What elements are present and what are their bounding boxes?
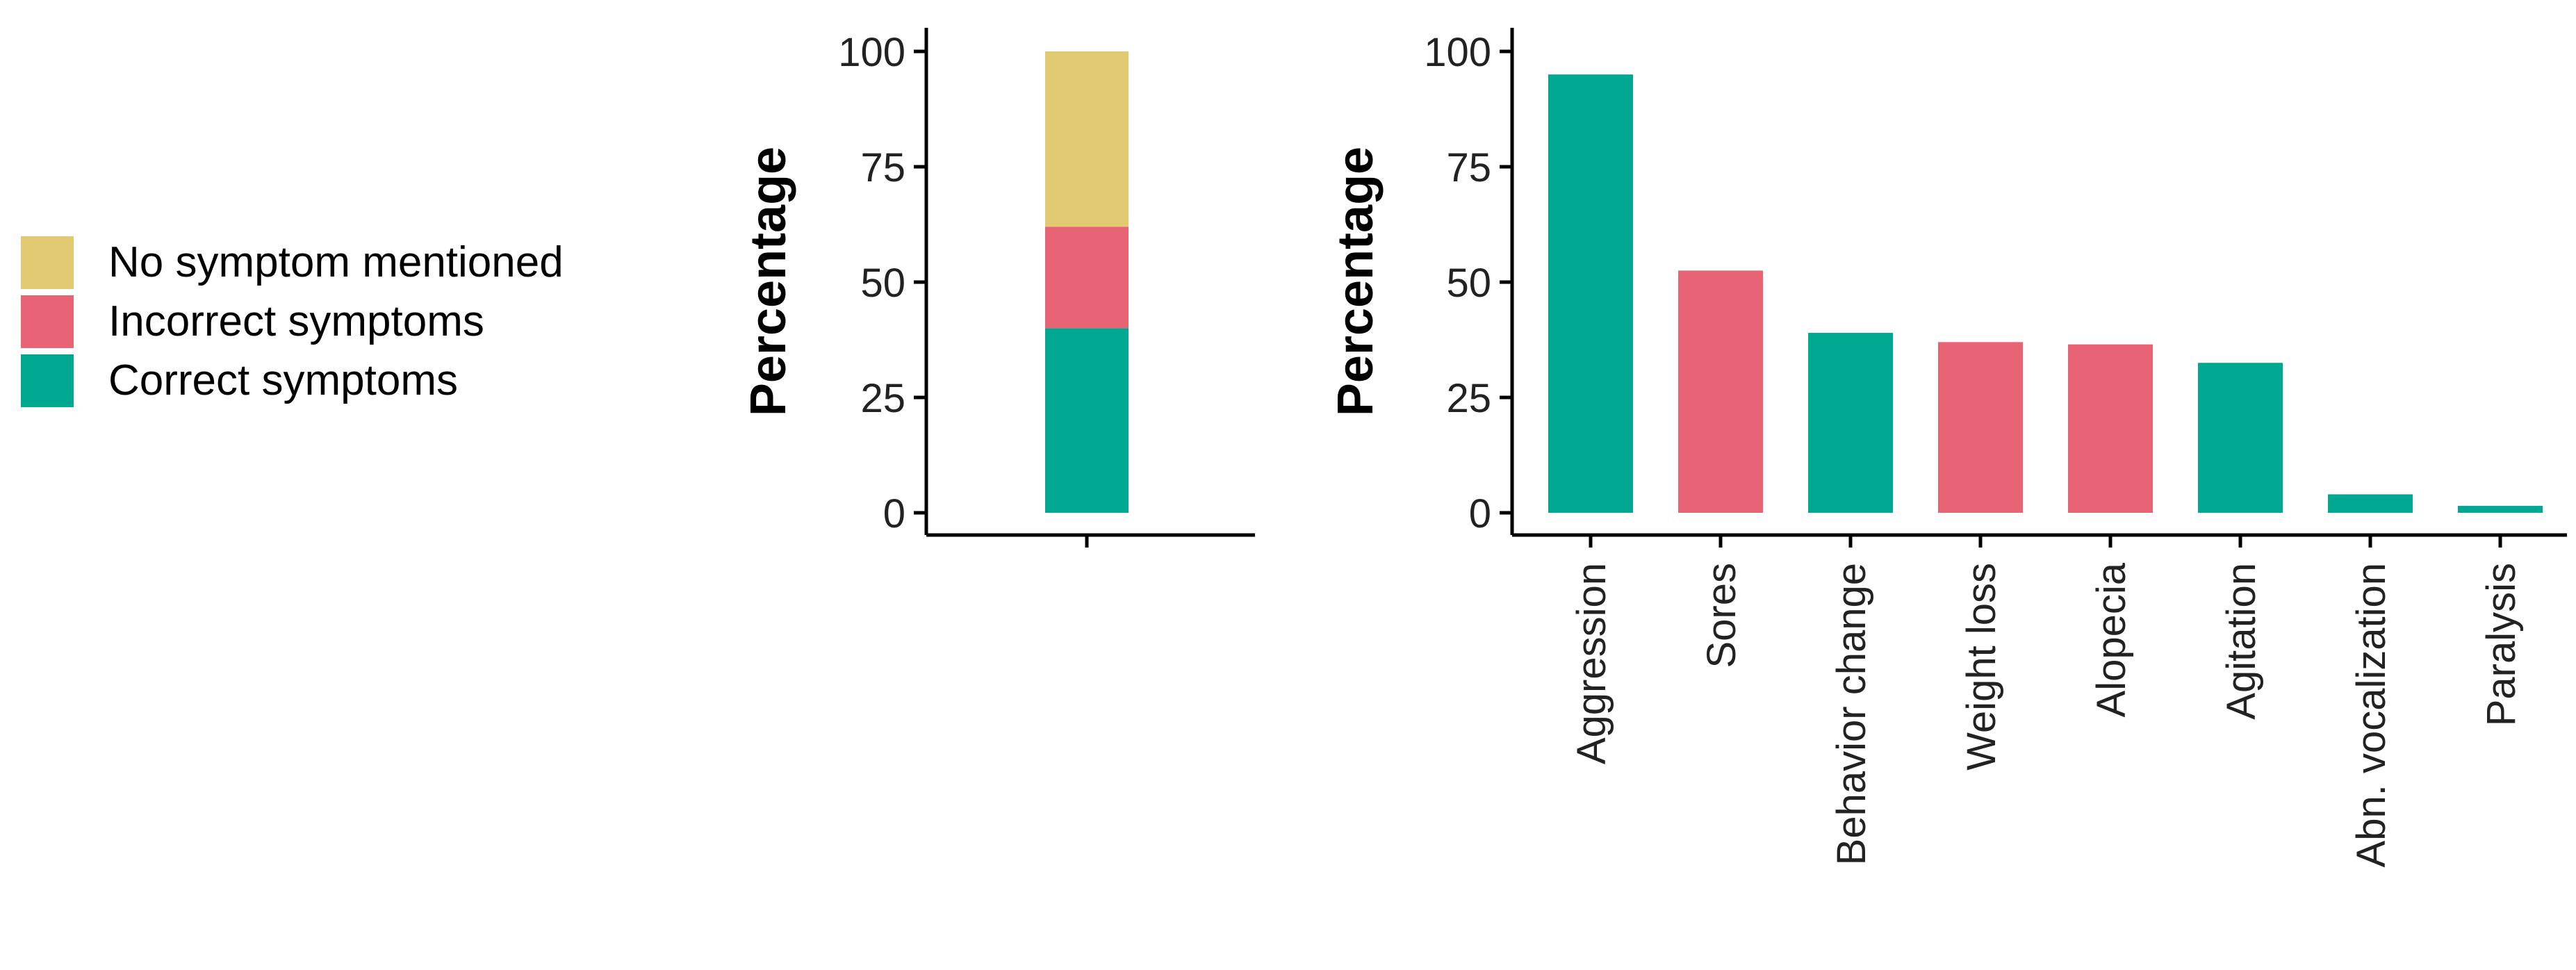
symptom-x-tick-label-alopecia: Alopecia [2089,562,2134,717]
symptom-x-tick-label-abn-vocalization: Abn. vocalization [2349,563,2394,867]
symptom-bar-paralysis [2458,506,2543,513]
symptom-y-axis-title: Percentage [1328,147,1384,416]
stack-segment-incorrect-symptoms [1045,227,1129,329]
stack-y-tick-label-25: 25 [860,376,905,421]
legend-swatch-no-symptom-mentioned [21,236,74,289]
symptom-bar-aggression [1548,74,1633,513]
legend-label-incorrect-symptoms: Incorrect symptoms [108,297,484,345]
legend-label-correct-symptoms: Correct symptoms [108,356,458,404]
stack-y-tick-label-75: 75 [860,145,905,190]
stack-segment-correct-symptoms [1045,328,1129,513]
symptom-y-tick-label-75: 75 [1446,145,1491,190]
stack-y-axis-title: Percentage [741,147,796,416]
symptom-x-tick-label-weight-loss: Weight loss [1959,563,2004,771]
symptom-bar-chart: 0 25 50 75 100 Aggression Sores Behavior change… [1328,28,2567,867]
symptom-x-tick-label-paralysis: Paralysis [2479,563,2524,726]
symptom-bar-agitation [2198,363,2283,513]
symptom-bar-abn-vocalization [2328,494,2413,513]
symptom-bar-alopecia [2068,344,2153,513]
legend: No symptom mentioned Incorrect symptoms Co… [21,236,564,407]
stack-segment-no-symptom-mentioned [1045,51,1129,227]
symptom-x-tick-label-sores: Sores [1699,563,1744,668]
symptom-bar-weight-loss [1938,342,2023,513]
legend-label-no-symptom-mentioned: No symptom mentioned [108,238,564,286]
legend-swatch-incorrect-symptoms [21,295,74,348]
symptom-bar-behavior-change [1808,333,1893,513]
symptom-y-tick-label-0: 0 [1469,491,1491,536]
symptom-x-tick-label-behavior-change: Behavior change [1829,563,1874,865]
symptom-y-tick-label-100: 100 [1424,30,1491,75]
stack-y-tick-label-50: 50 [860,261,905,306]
symptom-y-tick-label-25: 25 [1446,376,1491,421]
stack-y-tick-label-0: 0 [883,491,905,536]
symptom-x-tick-label-agitation: Agitation [2219,563,2264,720]
stack-y-tick-label-100: 100 [838,30,905,75]
legend-swatch-correct-symptoms [21,354,74,407]
symptom-y-tick-label-50: 50 [1446,261,1491,306]
stacked-bar-chart: 0 25 50 75 100 Percentage [741,28,1255,548]
symptom-bar-sores [1678,270,1763,513]
symptom-x-tick-label-aggression: Aggression [1569,563,1614,764]
